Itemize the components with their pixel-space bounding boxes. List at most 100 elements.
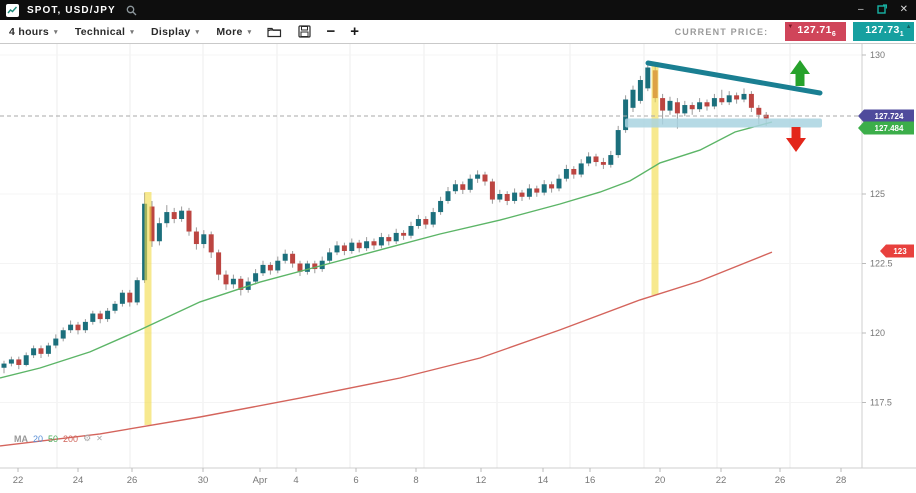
- candle-body: [460, 184, 466, 190]
- candle-body: [734, 95, 740, 100]
- candle-body: [667, 100, 673, 111]
- minimize-button[interactable]: –: [858, 4, 864, 15]
- candle-body: [349, 242, 355, 251]
- candle-body: [563, 168, 569, 179]
- ask-value: 127.73: [865, 24, 900, 37]
- candle-body: [386, 237, 392, 242]
- search-icon[interactable]: [126, 5, 137, 16]
- candle-body: [156, 223, 162, 242]
- candle-body: [23, 355, 29, 365]
- candle-body: [534, 188, 540, 193]
- candle-body: [748, 93, 754, 108]
- candle-body: [238, 278, 244, 290]
- more-dropdown[interactable]: More ▾: [216, 26, 251, 38]
- restore-window-button[interactable]: [876, 3, 887, 17]
- candle-body: [586, 156, 592, 164]
- x-tick-label: 22: [13, 475, 24, 486]
- candle-body: [393, 232, 399, 242]
- x-tick-label: 30: [198, 475, 209, 486]
- chevron-down-icon: ▾: [54, 28, 58, 36]
- zoom-in-button[interactable]: +: [350, 22, 359, 40]
- candle-body: [593, 156, 599, 163]
- bid-value: 127.71: [797, 24, 832, 37]
- candle-body: [267, 264, 273, 271]
- candle-body: [408, 225, 414, 236]
- ma-period-200: 200: [63, 433, 79, 444]
- candle-body: [497, 194, 503, 200]
- candle-body: [445, 191, 451, 201]
- close-button[interactable]: ✕: [899, 4, 908, 15]
- highlight-bar-annotation[interactable]: [651, 62, 659, 295]
- x-tick-label: 22: [716, 475, 727, 486]
- current-price-label: CURRENT PRICE:: [674, 26, 769, 37]
- display-label: Display: [151, 25, 191, 38]
- candle-body: [164, 212, 170, 224]
- x-tick-label: 8: [413, 475, 418, 486]
- axis-price-badge: [858, 109, 914, 123]
- candle-body: [112, 303, 118, 311]
- candle-body: [356, 242, 362, 249]
- x-tick-label: 20: [655, 475, 666, 486]
- technical-dropdown[interactable]: Technical ▾: [75, 26, 134, 38]
- up-arrow-annotation[interactable]: [790, 60, 810, 86]
- remove-indicator-icon[interactable]: ✕: [96, 434, 103, 443]
- candle-body: [512, 192, 518, 201]
- candle-body: [53, 338, 59, 346]
- timeframe-dropdown[interactable]: 4 hours ▾: [9, 26, 58, 38]
- zoom-out-button[interactable]: −: [326, 22, 336, 40]
- x-tick-label: 14: [538, 475, 549, 486]
- candle-body: [378, 237, 384, 246]
- candle-body: [97, 313, 103, 320]
- candle-body: [600, 162, 606, 165]
- bid-price-badge: ▼ 127.716: [785, 22, 847, 41]
- open-folder-icon[interactable]: [267, 26, 282, 38]
- ma-period-50: 50: [48, 433, 59, 444]
- save-icon[interactable]: [298, 25, 312, 38]
- axis-price-badge-label: 123: [893, 247, 907, 256]
- candle-body: [452, 184, 458, 192]
- title-bar: SPOT, USD/JPY – ✕: [0, 0, 916, 20]
- chevron-down-icon: ▾: [195, 28, 200, 36]
- gear-icon[interactable]: ⚙: [83, 433, 92, 443]
- candle-body: [60, 330, 66, 339]
- resistance-trendline-annotation[interactable]: [645, 60, 823, 96]
- app-logo-icon: [6, 3, 19, 17]
- candle-body: [327, 252, 333, 261]
- ask-price-badge: 127.731 ▲: [853, 22, 914, 41]
- down-arrow-annotation[interactable]: [786, 127, 806, 152]
- axis-price-badge-label: 127.484: [875, 124, 904, 133]
- candle-body: [578, 163, 584, 175]
- chart-toolbar: 4 hours ▾ Technical ▾ Display ▾ More ▾ −…: [0, 20, 916, 44]
- ma-period-20: 20: [33, 433, 44, 444]
- candle-body: [290, 253, 296, 264]
- highlight-bar-annotation[interactable]: [144, 192, 152, 425]
- support-band-annotation[interactable]: [625, 118, 822, 128]
- candle-body: [682, 105, 688, 114]
- candle-body: [482, 174, 488, 182]
- x-tick-label: 12: [476, 475, 487, 486]
- candle-body: [8, 359, 14, 364]
- candle-body: [526, 188, 532, 197]
- candle-body: [201, 234, 207, 245]
- candle-body: [1, 363, 7, 368]
- candle-body: [571, 168, 577, 175]
- candle-body: [208, 234, 214, 253]
- candle-body: [75, 324, 81, 331]
- x-tick-label: 28: [836, 475, 847, 486]
- candle-body: [45, 345, 51, 354]
- display-dropdown[interactable]: Display ▾: [151, 26, 199, 38]
- candle-body: [31, 348, 37, 356]
- up-tick-icon: ▲: [905, 24, 912, 31]
- candle-body: [193, 231, 199, 245]
- candle-body: [364, 241, 370, 249]
- candle-body: [334, 245, 340, 253]
- candle-body: [260, 264, 266, 274]
- candle-body: [467, 178, 473, 190]
- candle-body: [415, 219, 421, 226]
- ma-50-line: [0, 121, 773, 379]
- ma-indicator-legend: MA 20 50 200 ⚙ ✕: [14, 433, 103, 444]
- candle-body: [223, 274, 229, 285]
- candle-body: [608, 155, 614, 165]
- candle-body: [179, 210, 185, 220]
